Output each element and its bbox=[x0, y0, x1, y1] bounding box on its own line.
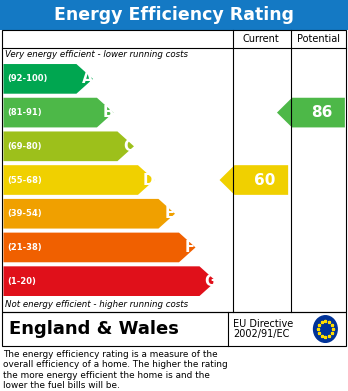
Text: 86: 86 bbox=[311, 105, 333, 120]
Text: The energy efficiency rating is a measure of the: The energy efficiency rating is a measur… bbox=[3, 350, 218, 359]
Text: (55-68): (55-68) bbox=[7, 176, 42, 185]
Polygon shape bbox=[3, 199, 175, 229]
Bar bbox=[2, 312, 346, 346]
Text: B: B bbox=[102, 105, 113, 120]
Text: Potential: Potential bbox=[297, 34, 340, 44]
Text: EU Directive: EU Directive bbox=[233, 319, 293, 329]
Text: Very energy efficient - lower running costs: Very energy efficient - lower running co… bbox=[5, 50, 188, 59]
Polygon shape bbox=[3, 98, 113, 127]
Text: C: C bbox=[123, 139, 134, 154]
Text: (21-38): (21-38) bbox=[7, 243, 41, 252]
Text: lower the fuel bills will be.: lower the fuel bills will be. bbox=[3, 381, 120, 390]
Text: (81-91): (81-91) bbox=[7, 108, 41, 117]
Bar bbox=[2, 30, 346, 312]
Text: the more energy efficient the home is and the: the more energy efficient the home is an… bbox=[3, 371, 210, 380]
Text: 2002/91/EC: 2002/91/EC bbox=[233, 329, 290, 339]
Text: D: D bbox=[143, 172, 155, 188]
Text: (69-80): (69-80) bbox=[7, 142, 41, 151]
Text: 60: 60 bbox=[254, 172, 276, 188]
Text: England & Wales: England & Wales bbox=[9, 320, 179, 338]
Text: E: E bbox=[164, 206, 174, 221]
Bar bbox=[0, 0, 348, 30]
Text: Energy Efficiency Rating: Energy Efficiency Rating bbox=[54, 6, 294, 24]
Polygon shape bbox=[220, 165, 288, 195]
Circle shape bbox=[314, 316, 337, 343]
Text: Not energy efficient - higher running costs: Not energy efficient - higher running co… bbox=[5, 300, 188, 308]
Text: G: G bbox=[204, 274, 216, 289]
Text: overall efficiency of a home. The higher the rating: overall efficiency of a home. The higher… bbox=[3, 361, 228, 369]
Text: Current: Current bbox=[243, 34, 280, 44]
Polygon shape bbox=[3, 131, 134, 161]
Polygon shape bbox=[3, 266, 216, 296]
Polygon shape bbox=[3, 64, 93, 94]
Text: F: F bbox=[185, 240, 195, 255]
Text: A: A bbox=[82, 72, 93, 86]
Text: (1-20): (1-20) bbox=[7, 277, 36, 286]
Polygon shape bbox=[277, 98, 345, 127]
Text: (92-100): (92-100) bbox=[7, 74, 47, 83]
Polygon shape bbox=[3, 165, 155, 195]
Polygon shape bbox=[3, 233, 196, 262]
Text: (39-54): (39-54) bbox=[7, 209, 41, 218]
